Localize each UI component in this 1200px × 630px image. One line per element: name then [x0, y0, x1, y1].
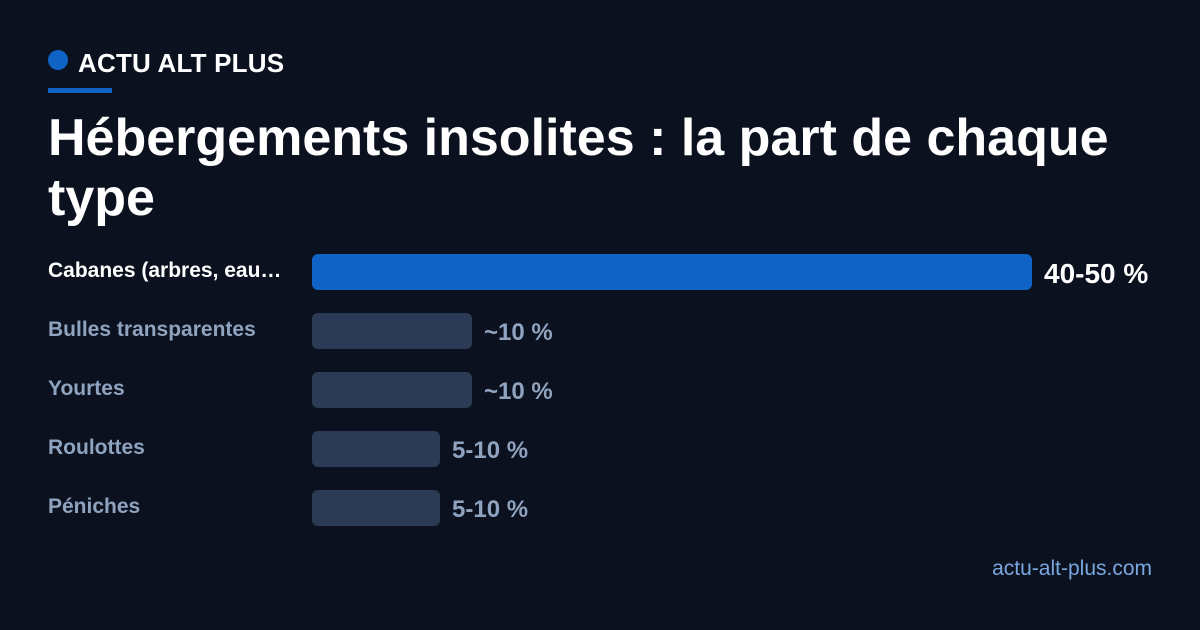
bar [312, 254, 1032, 290]
value-label: 5-10 % [452, 496, 529, 523]
category-label: Bulles transparentes [48, 318, 256, 341]
brand-underline [48, 88, 112, 93]
category-label: Cabanes (arbres, eau… [48, 259, 282, 282]
brand-dot-icon [48, 50, 68, 70]
bar [312, 313, 472, 349]
value-label: 40-50 % [1044, 258, 1149, 289]
bar [312, 490, 440, 526]
value-label: ~10 % [484, 319, 553, 346]
page-title: Hébergements insolites : la part de chaq… [48, 109, 1109, 227]
category-label: Roulottes [48, 436, 145, 459]
footer-site[interactable]: actu-alt-plus.com [992, 557, 1152, 580]
bar [312, 431, 440, 467]
brand-name: ACTU ALT PLUS [78, 47, 285, 78]
bar [312, 372, 472, 408]
value-label: 5-10 % [452, 437, 529, 464]
value-label: ~10 % [484, 378, 553, 405]
category-label: Péniches [48, 495, 141, 518]
category-label: Yourtes [48, 377, 125, 400]
brand: ACTU ALT PLUS [48, 46, 284, 80]
